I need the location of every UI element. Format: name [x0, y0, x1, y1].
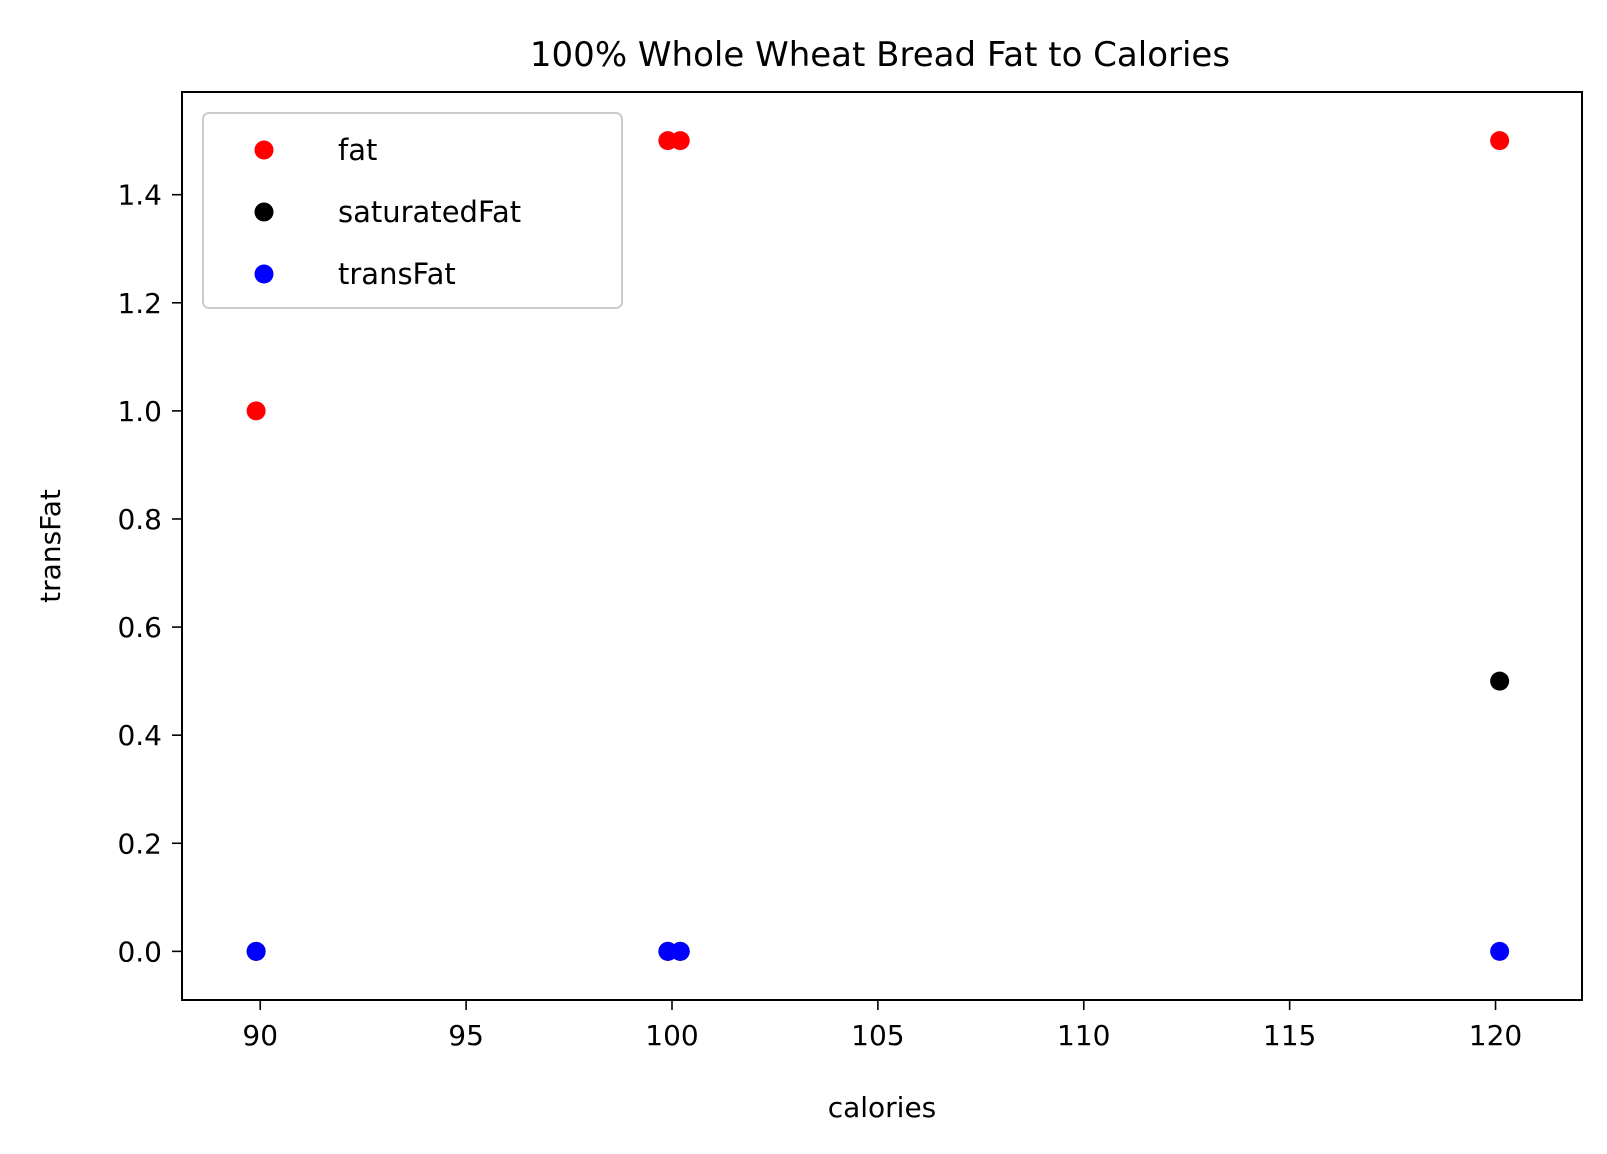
y-tick-label: 0.2	[117, 827, 162, 860]
x-tick-label: 90	[242, 1019, 278, 1052]
y-axis-ticks: 0.0 0.2 0.4 0.6 0.8 1.0 1.2 1.4	[117, 179, 182, 968]
point-transFat	[670, 941, 690, 961]
y-tick-label: 1.0	[117, 395, 162, 428]
x-tick-label: 120	[1469, 1019, 1522, 1052]
point-fat	[246, 401, 266, 421]
y-axis-label: transFat	[34, 489, 67, 603]
legend-box	[202, 112, 623, 309]
legend-label-transFat: transFat	[338, 257, 456, 291]
legend-marker-transFat	[254, 264, 274, 284]
legend-label-saturatedFat: saturatedFat	[338, 195, 521, 229]
point-saturatedFat	[1490, 671, 1510, 691]
legend-items: fat saturatedFat transFat	[254, 133, 521, 291]
point-transFat	[246, 941, 266, 961]
points-layer	[246, 131, 1510, 961]
y-tick-label: 0.8	[117, 503, 162, 536]
legend-marker-fat	[254, 140, 274, 160]
x-tick-label: 105	[851, 1019, 904, 1052]
plot-frame	[181, 91, 1583, 1001]
legend-marker-saturatedFat	[254, 202, 274, 222]
legend-label-fat: fat	[338, 133, 377, 167]
x-tick-label: 95	[448, 1019, 484, 1052]
chart-title: 100% Whole Wheat Bread Fat to Calories	[530, 35, 1230, 75]
x-axis-label: calories	[828, 1091, 937, 1124]
y-tick-label: 1.4	[117, 179, 162, 212]
y-tick-label: 1.2	[117, 287, 162, 320]
x-tick-label: 110	[1057, 1019, 1110, 1052]
x-axis-ticks: 90 95 100 105 110 115 120	[242, 1000, 1522, 1052]
y-tick-label: 0.0	[117, 935, 162, 968]
legend: fat saturatedFat transFat	[202, 112, 623, 309]
point-fat	[1490, 131, 1510, 151]
y-tick-label: 0.4	[117, 719, 162, 752]
x-tick-label: 115	[1263, 1019, 1316, 1052]
point-fat	[670, 131, 690, 151]
point-transFat	[1490, 941, 1510, 961]
y-tick-label: 0.6	[117, 611, 162, 644]
x-tick-label: 100	[645, 1019, 698, 1052]
